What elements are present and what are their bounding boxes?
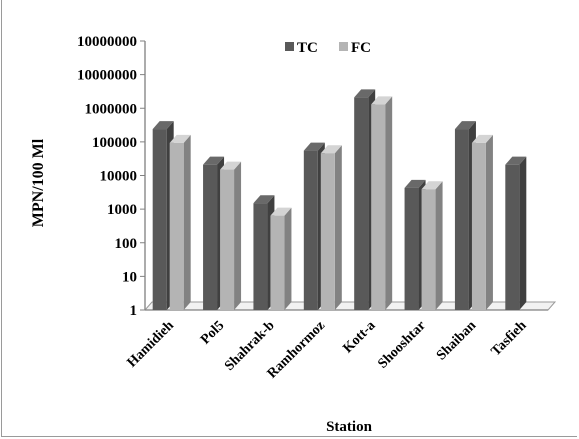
bar-fc-shahrak-b bbox=[270, 207, 292, 310]
y-tick-label: 10000 bbox=[100, 169, 138, 185]
y-tick-label: 100 bbox=[115, 236, 138, 252]
x-tick-label: Pol5 bbox=[198, 318, 227, 347]
bar-fc-ramhormoz bbox=[320, 145, 342, 310]
bar-tc-tasfieh bbox=[505, 156, 527, 310]
y-tick-label: 1000000 bbox=[85, 101, 138, 117]
y-tick-label: 10000000 bbox=[77, 34, 137, 50]
x-tick-label: Hamidieh bbox=[125, 318, 178, 371]
x-tick-label: Tasfieh bbox=[489, 318, 530, 359]
y-tick-label: 100000 bbox=[92, 135, 137, 151]
y-tick-label: 10 bbox=[122, 269, 137, 285]
bar-fc-pol5 bbox=[220, 161, 242, 310]
legend: TC FC bbox=[285, 40, 371, 56]
bar-fc-hamidieh bbox=[169, 134, 191, 310]
legend-label-tc: TC bbox=[297, 40, 318, 56]
legend-label-fc: FC bbox=[351, 40, 371, 56]
y-tick-label: 10000000 bbox=[77, 68, 137, 84]
y-axis-label: MPN/100 Ml bbox=[30, 138, 47, 227]
y-tick-label: 1000 bbox=[107, 202, 137, 218]
bar-fc-shaiban bbox=[471, 134, 493, 310]
bar-fc-shooshtar bbox=[421, 181, 443, 310]
y-tick-label: 1 bbox=[130, 303, 138, 319]
x-tick-label: Kott-a bbox=[340, 318, 378, 356]
bar-fc-kott-a bbox=[371, 96, 393, 310]
legend-swatch-fc bbox=[339, 42, 348, 51]
x-axis-label: Station bbox=[326, 419, 373, 435]
legend-swatch-tc bbox=[285, 42, 294, 51]
x-tick-label: Shaiban bbox=[434, 318, 479, 363]
x-tick-label: Shooshtar bbox=[375, 318, 429, 372]
